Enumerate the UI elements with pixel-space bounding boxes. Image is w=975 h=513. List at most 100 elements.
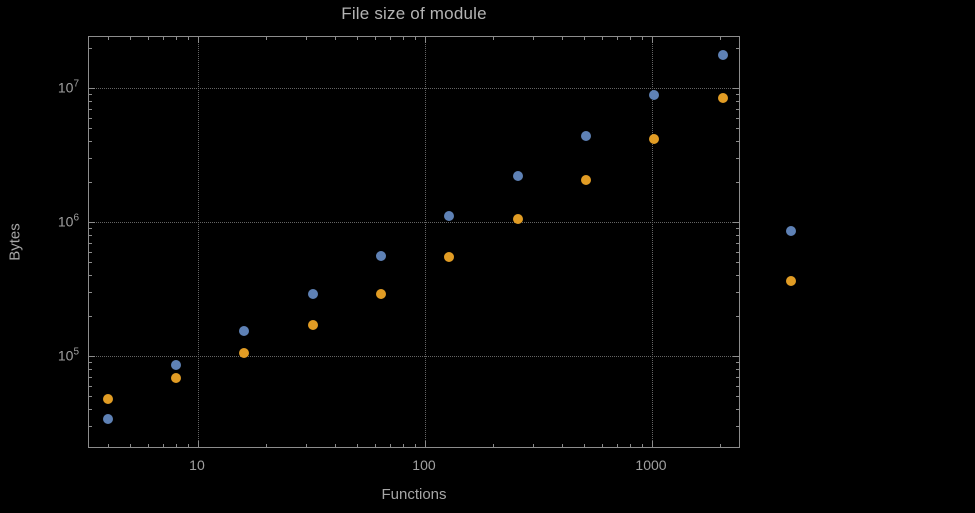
x-tick	[356, 444, 358, 447]
data-point-blue	[239, 325, 250, 336]
x-tick	[720, 37, 722, 40]
plot-area	[88, 36, 797, 448]
data-point-blue	[307, 289, 318, 300]
y-tick	[89, 262, 92, 264]
y-tick	[89, 117, 92, 119]
y-tick	[89, 409, 92, 411]
y-tick	[89, 88, 95, 90]
y-tick-label: 107	[57, 78, 79, 96]
x-tick	[601, 37, 603, 40]
y-tick	[733, 222, 739, 224]
x-tick	[561, 444, 563, 447]
y-tick	[736, 385, 739, 387]
x-tick	[147, 444, 149, 447]
x-tick	[162, 444, 164, 447]
y-tick	[89, 251, 92, 253]
y-tick	[89, 235, 92, 237]
y-tick	[89, 362, 92, 364]
data-point-blue	[170, 360, 181, 371]
y-tick	[736, 262, 739, 264]
x-tick	[374, 444, 376, 447]
x-tick	[402, 37, 404, 40]
data-point-blue	[581, 130, 591, 141]
y-tick	[89, 396, 92, 398]
x-tick	[641, 444, 643, 447]
y-tick	[736, 108, 739, 110]
y-tick	[736, 315, 739, 317]
y-tick	[733, 356, 739, 357]
y-tick	[89, 47, 92, 49]
data-point-orange	[512, 214, 523, 225]
y-tick	[89, 141, 92, 143]
x-tick	[641, 37, 643, 40]
y-tick-label: 105	[57, 346, 79, 364]
y-tick	[736, 158, 739, 160]
x-tick	[197, 441, 199, 447]
data-point-orange	[649, 133, 660, 144]
x-tick	[374, 37, 376, 40]
data-point-orange	[102, 393, 113, 404]
x-tick	[493, 444, 495, 447]
x-tick-label: 100	[412, 457, 436, 473]
outside-marker-orange	[786, 276, 797, 287]
y-tick	[736, 228, 739, 230]
chart-title: File size of module	[341, 4, 487, 23]
x-axis-label: Functions	[381, 486, 447, 503]
x-tick	[187, 444, 189, 447]
x-tick	[533, 444, 535, 447]
y-tick	[736, 292, 739, 294]
y-tick	[89, 385, 92, 387]
x-tick	[389, 37, 391, 40]
x-tick	[561, 37, 563, 40]
x-tick	[652, 441, 653, 447]
y-tick	[89, 181, 92, 183]
y-tick	[89, 94, 92, 96]
x-tick	[414, 37, 416, 40]
y-gridline	[89, 356, 739, 357]
data-point-blue	[444, 211, 455, 222]
y-tick	[736, 235, 739, 237]
y-tick	[89, 128, 92, 130]
y-tick	[89, 356, 95, 357]
y-tick	[736, 251, 739, 253]
data-point-blue	[102, 413, 113, 424]
x-tick	[652, 37, 653, 43]
data-point-orange	[307, 320, 318, 331]
y-tick	[89, 108, 92, 110]
y-tick	[736, 409, 739, 411]
y-tick	[736, 368, 739, 370]
y-tick	[89, 292, 92, 294]
y-tick	[736, 426, 739, 428]
data-point-orange	[717, 92, 728, 103]
y-tick	[89, 275, 92, 277]
y-tick	[736, 396, 739, 398]
y-gridline	[89, 88, 739, 90]
x-tick	[129, 444, 131, 447]
x-gridline	[652, 37, 653, 447]
data-point-orange	[170, 373, 181, 384]
y-tick	[736, 362, 739, 364]
x-tick	[616, 37, 618, 40]
x-tick	[266, 444, 268, 447]
y-tick	[89, 426, 92, 428]
y-tick	[89, 376, 92, 378]
y-tick	[736, 242, 739, 244]
y-gridline	[89, 222, 739, 224]
x-tick	[616, 444, 618, 447]
y-tick	[89, 101, 92, 103]
x-tick	[493, 37, 495, 40]
y-tick	[89, 222, 95, 224]
data-point-orange	[239, 348, 250, 359]
x-tick-label: 1000	[635, 457, 667, 473]
x-tick	[630, 37, 631, 40]
x-tick	[266, 37, 268, 40]
data-point-orange	[581, 175, 591, 186]
x-gridline	[424, 37, 426, 447]
y-axis-label: Bytes	[6, 223, 24, 261]
y-tick	[89, 368, 92, 370]
y-tick	[736, 376, 739, 378]
x-tick	[402, 444, 404, 447]
x-tick	[601, 444, 603, 447]
y-tick	[736, 117, 739, 119]
